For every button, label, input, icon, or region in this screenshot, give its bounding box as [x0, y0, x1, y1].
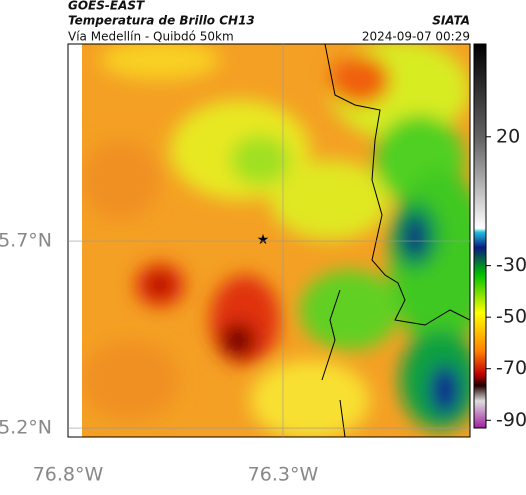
source: GOES-EAST	[68, 0, 145, 13]
x-tick-label: 76.8°W	[33, 464, 104, 486]
subtitle: Vía Medellín - Quibdó 50km	[68, 30, 234, 44]
y-tick-label: 5.7°N	[0, 230, 52, 252]
x-tick-label: 76.3°W	[248, 464, 319, 486]
agency: SIATA	[432, 14, 470, 28]
title: Temperatura de Brillo CH13	[68, 14, 255, 28]
datetime: 2024-09-07 00:29	[362, 30, 470, 44]
colorbar	[473, 43, 487, 429]
frame	[67, 43, 471, 438]
y-tick-label: 5.2°N	[0, 417, 52, 439]
field	[82, 44, 470, 437]
colorbar-tick-label: 20	[496, 125, 520, 147]
colorbar-tick-label: -50	[496, 306, 526, 328]
colorbar-tick-label: -90	[496, 409, 526, 431]
colorbar-tick-label: -70	[496, 357, 526, 379]
location-marker: ★	[257, 232, 270, 248]
colorbar-tick-label: -30	[496, 254, 526, 276]
